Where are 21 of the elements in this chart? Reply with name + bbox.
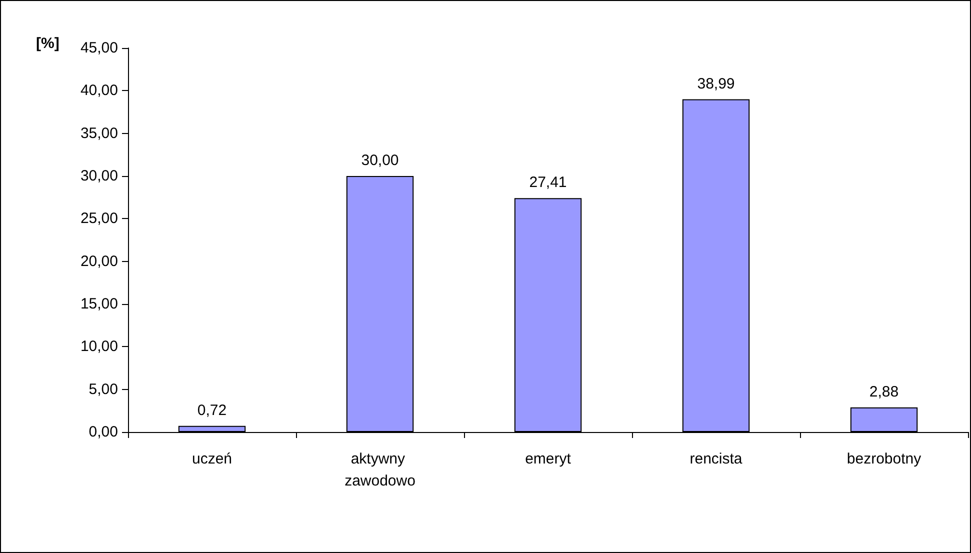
y-tick-label: 10,00 <box>80 338 118 356</box>
y-tick-label: 40,00 <box>80 82 118 100</box>
y-tick-label: 30,00 <box>80 168 118 184</box>
x-tick-label: uczeń <box>192 450 232 468</box>
y-tick-label: 35,00 <box>80 124 118 142</box>
y-tick-label: 5,00 <box>88 380 118 398</box>
y-tick-label: 0,00 <box>88 424 118 440</box>
x-tick-label: emeryt <box>525 450 572 468</box>
data-label: 27,41 <box>529 174 567 192</box>
data-label: 38,99 <box>697 75 735 92</box>
x-tick-label: aktywny zawodowo <box>344 450 416 490</box>
data-label: 30,00 <box>361 152 399 169</box>
y-tick-label: 25,00 <box>80 210 118 228</box>
y-axis-title: [%] <box>36 35 60 52</box>
x-tick-label: bezrobotny <box>846 450 922 468</box>
data-label: 0,72 <box>197 402 227 419</box>
x-tick-label: rencista <box>690 450 743 468</box>
y-tick-label: 20,00 <box>80 252 118 270</box>
y-tick-label: 15,00 <box>80 296 118 312</box>
y-tick-label: 45,00 <box>80 40 118 56</box>
data-label: 2,88 <box>869 383 899 400</box>
